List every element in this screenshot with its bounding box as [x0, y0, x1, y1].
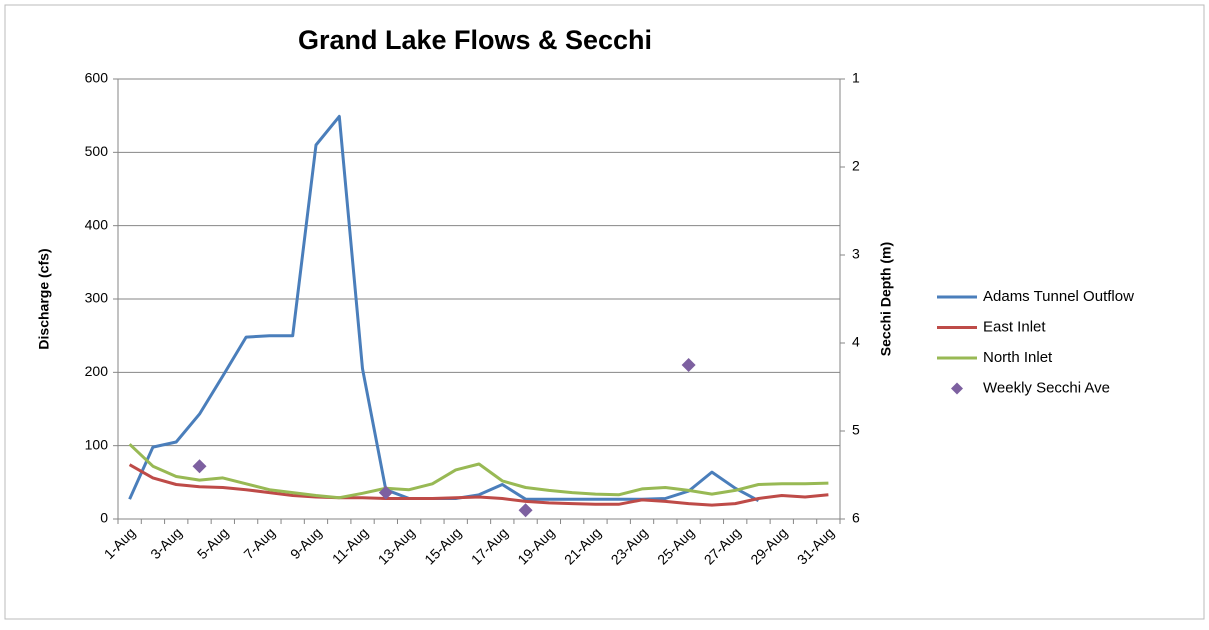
y2-tick-label: 4	[852, 334, 860, 350]
chart-title: Grand Lake Flows & Secchi	[298, 25, 652, 55]
y2-tick-label: 2	[852, 158, 860, 174]
y2-tick-label: 5	[852, 422, 860, 438]
y-tick-label: 500	[85, 143, 109, 159]
legend-label: Weekly Secchi Ave	[983, 379, 1110, 396]
y2-tick-label: 3	[852, 246, 860, 262]
series-line	[128, 463, 829, 507]
secchi-marker	[378, 485, 393, 500]
y2-tick-label: 1	[852, 70, 860, 86]
y-tick-label: 600	[85, 70, 109, 86]
y2-axis-title: Secchi Depth (m)	[878, 242, 894, 356]
series-line	[128, 443, 829, 500]
legend-label: North Inlet	[983, 349, 1053, 366]
y-tick-label: 200	[85, 363, 109, 379]
legend-marker	[951, 382, 963, 395]
y2-tick-label: 6	[852, 510, 860, 526]
secchi-marker	[518, 503, 533, 518]
y-tick-label: 400	[85, 216, 109, 232]
legend-label: East Inlet	[983, 318, 1046, 335]
y-axis-title: Discharge (cfs)	[36, 248, 52, 349]
y-tick-label: 0	[100, 510, 108, 526]
legend-label: Adams Tunnel Outflow	[983, 288, 1134, 305]
chart-border	[4, 4, 1205, 620]
y-tick-label: 300	[85, 290, 109, 306]
y-tick-label: 100	[85, 436, 109, 452]
secchi-marker	[192, 459, 207, 474]
secchi-marker	[681, 358, 696, 372]
